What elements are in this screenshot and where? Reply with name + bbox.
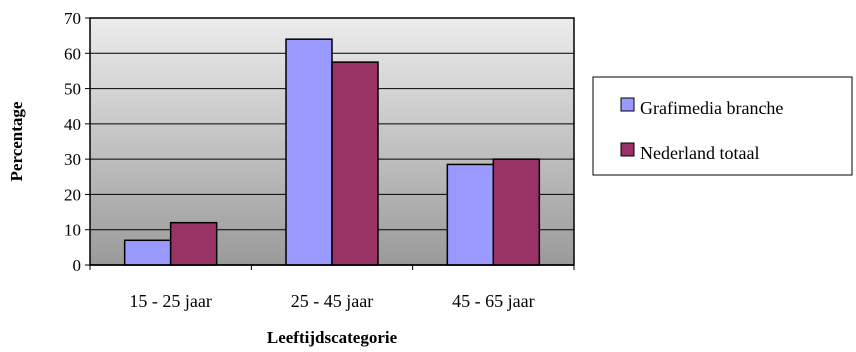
y-axis-title: Percentage: [7, 101, 26, 181]
y-tick-label: 40: [64, 115, 81, 134]
bar-grafimedia-3: [446, 163, 495, 266]
bar-grafimedia-1: [123, 239, 172, 266]
y-tick-label: 10: [64, 221, 81, 240]
legend-label-grafimedia: Grafimedia branche: [640, 98, 783, 118]
x-tick-label: 45 - 65 jaar: [452, 291, 534, 311]
y-tick-label: 0: [73, 256, 82, 275]
legend-label-nederland: Nederland totaal: [640, 143, 759, 163]
x-tick-label: 15 - 25 jaar: [129, 291, 211, 311]
legend-box: [592, 76, 853, 176]
x-tick-label: 25 - 45 jaar: [291, 291, 373, 311]
y-tick-label: 50: [64, 80, 81, 99]
bar-nederland-1: [169, 221, 218, 266]
bar-nederland-3: [492, 158, 541, 266]
legend-swatch-nederland: [620, 142, 635, 157]
y-tick-label: 30: [64, 150, 81, 169]
x-axis-title: Leeftijdscategorie: [267, 328, 398, 347]
y-axis-ticks: 0 10 20 30 40 50 60 70: [64, 9, 90, 275]
bar-nederland-2: [331, 61, 379, 266]
legend: Grafimedia branche Nederland totaal: [592, 76, 853, 176]
y-tick-label: 20: [64, 185, 81, 204]
bar-grafimedia-2: [285, 38, 333, 266]
y-tick-label: 70: [64, 9, 81, 28]
legend-swatch-grafimedia: [620, 97, 635, 112]
bars: [123, 38, 541, 266]
y-tick-label: 60: [64, 44, 81, 63]
x-axis-ticks: 15 - 25 jaar 25 - 45 jaar 45 - 65 jaar: [89, 265, 575, 311]
